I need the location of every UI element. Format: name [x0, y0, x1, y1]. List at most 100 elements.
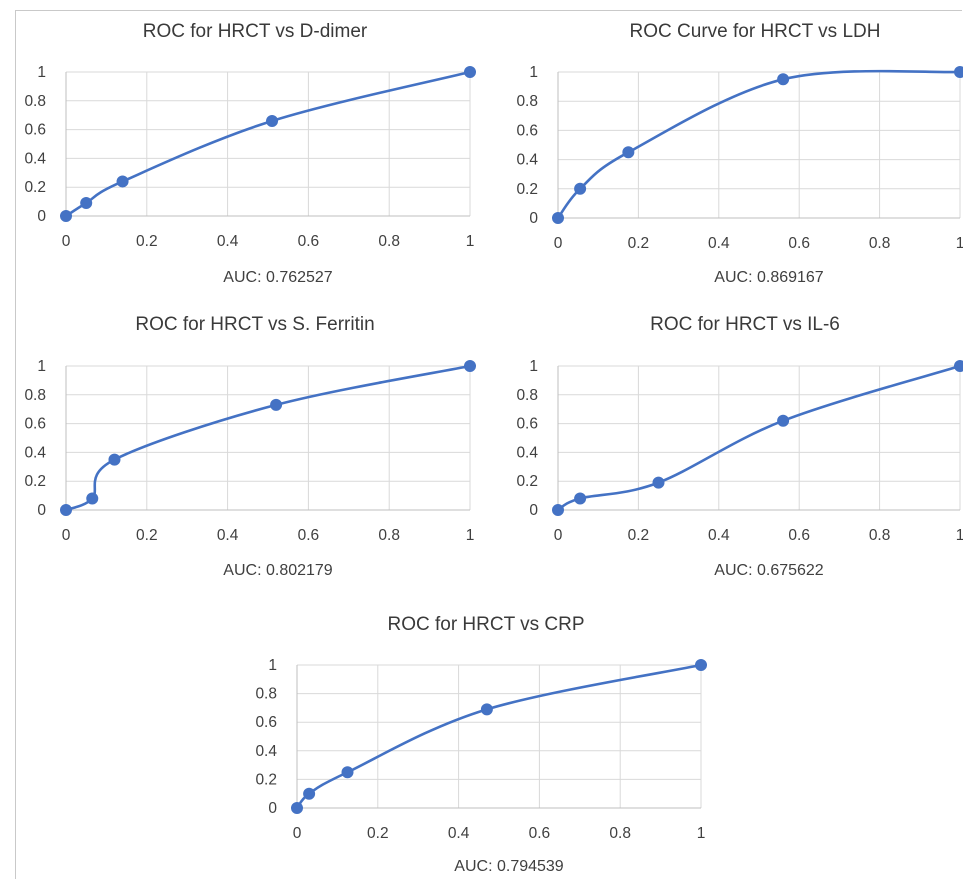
roc-data-point — [552, 212, 564, 224]
chart-title: ROC for HRCT vs CRP — [387, 614, 584, 635]
roc-data-point — [80, 197, 93, 210]
roc-chart-5: ROC for HRCT vs CRP 0 0.2 0.4 0.6 0.8 1 0 0.2 0.4… — [255, 614, 707, 875]
x-tick-label: 0.2 — [136, 233, 158, 250]
x-tick-label: 0.6 — [529, 825, 551, 842]
y-tick-label: 0.4 — [516, 444, 538, 461]
chart-title: ROC for HRCT vs D-dimer — [143, 21, 368, 42]
x-tick-label: 0 — [554, 527, 563, 544]
x-tick-label: 0.6 — [788, 527, 810, 544]
x-tick-label: 1 — [697, 825, 706, 842]
x-tick-label: 0.8 — [378, 233, 400, 250]
roc-data-point — [86, 492, 99, 505]
y-tick-label: 0.2 — [516, 181, 538, 198]
x-tick-label: 0.8 — [869, 235, 891, 252]
x-tick-label: 0.4 — [217, 233, 239, 250]
x-tick-label: 0 — [62, 233, 71, 250]
y-tick-label: 0 — [37, 208, 46, 225]
roc-curve-line — [557, 364, 961, 512]
figure-frame — [15, 10, 962, 879]
y-tick-label: 1 — [37, 64, 46, 81]
y-tick-label: 0.6 — [255, 714, 277, 731]
x-tick-label: 0.2 — [628, 527, 650, 544]
auc-label: AUC: 0.675622 — [714, 562, 824, 579]
roc-data-point — [622, 146, 635, 159]
y-tick-label: 0.6 — [516, 122, 538, 139]
roc-data-point — [291, 802, 303, 814]
auc-label: AUC: 0.794539 — [454, 858, 564, 875]
y-tick-label: 0.8 — [24, 387, 46, 404]
y-tick-label: 0.2 — [24, 473, 46, 490]
y-tick-label: 1 — [37, 358, 46, 375]
roc-data-point — [464, 66, 476, 78]
roc-data-point — [777, 414, 790, 427]
x-tick-label: 0.6 — [298, 233, 320, 250]
x-tick-label: 0 — [62, 527, 71, 544]
y-tick-label: 0.8 — [24, 93, 46, 110]
x-tick-label: 0.4 — [708, 527, 730, 544]
chart-title: ROC for HRCT vs IL-6 — [650, 314, 840, 335]
y-tick-label: 0.4 — [516, 152, 538, 169]
x-tick-label: 0.4 — [708, 235, 730, 252]
x-tick-label: 0.6 — [788, 235, 810, 252]
y-tick-label: 0.8 — [516, 93, 538, 110]
roc-curve-line — [65, 364, 471, 512]
y-tick-label: 0.4 — [255, 743, 277, 760]
y-tick-label: 0.6 — [24, 122, 46, 139]
roc-data-point — [777, 73, 790, 86]
roc-data-point — [480, 703, 493, 716]
roc-chart-2: ROC Curve for HRCT vs LDH 0 0.2 0.4 0.6 0.8 1 0… — [516, 21, 963, 286]
y-tick-label: 0 — [268, 800, 277, 817]
y-tick-label: 0.2 — [516, 473, 538, 490]
x-tick-label: 0.2 — [367, 825, 389, 842]
roc-data-point — [552, 504, 564, 516]
roc-data-point — [266, 114, 279, 127]
y-tick-label: 0 — [529, 502, 538, 519]
x-tick-label: 0.6 — [298, 527, 320, 544]
y-tick-label: 0.2 — [255, 771, 277, 788]
x-tick-label: 0.8 — [378, 527, 400, 544]
roc-chart-1: ROC for HRCT vs D-dimer 0 0.2 0.4 0.6 0.8 1 0 0.… — [24, 21, 476, 286]
auc-label: AUC: 0.762527 — [223, 269, 333, 286]
y-tick-label: 0.6 — [24, 416, 46, 433]
roc-data-point — [954, 360, 963, 372]
roc-chart-4: ROC for HRCT vs IL-6 0 0.2 0.4 0.6 0.8 1 0 0.2 0.… — [516, 314, 963, 579]
y-tick-label: 1 — [268, 657, 277, 674]
roc-data-point — [116, 175, 129, 188]
x-tick-label: 1 — [466, 233, 475, 250]
y-tick-label: 0.2 — [24, 179, 46, 196]
roc-data-point — [303, 787, 316, 800]
x-tick-label: 1 — [466, 527, 475, 544]
roc-data-point — [574, 492, 587, 505]
x-tick-label: 0.4 — [217, 527, 239, 544]
y-tick-label: 0.8 — [255, 686, 277, 703]
x-tick-label: 0.2 — [628, 235, 650, 252]
x-tick-label: 0.8 — [869, 527, 891, 544]
roc-chart-3: ROC for HRCT vs S. Ferritin 0 0.2 0.4 0.6 0.8… — [24, 314, 476, 579]
roc-curve-line — [556, 69, 961, 219]
roc-curve-line — [295, 663, 702, 809]
y-tick-label: 1 — [529, 358, 538, 375]
roc-data-point — [341, 766, 354, 779]
auc-label: AUC: 0.802179 — [223, 562, 333, 579]
x-tick-label: 0 — [293, 825, 302, 842]
chart-title: ROC Curve for HRCT vs LDH — [630, 21, 881, 42]
y-tick-label: 0 — [37, 502, 46, 519]
y-tick-label: 0.4 — [24, 444, 46, 461]
x-tick-label: 1 — [956, 527, 963, 544]
roc-data-point — [270, 398, 283, 411]
y-tick-label: 0.4 — [24, 150, 46, 167]
auc-label: AUC: 0.869167 — [714, 269, 824, 286]
y-tick-label: 1 — [529, 64, 538, 81]
x-tick-label: 1 — [956, 235, 963, 252]
x-tick-label: 0.2 — [136, 527, 158, 544]
x-tick-label: 0.8 — [609, 825, 631, 842]
roc-data-point — [695, 659, 707, 671]
chart-title: ROC for HRCT vs S. Ferritin — [135, 314, 374, 335]
x-tick-label: 0 — [554, 235, 563, 252]
roc-data-point — [954, 66, 963, 78]
y-tick-label: 0.6 — [516, 416, 538, 433]
roc-data-point — [108, 453, 121, 466]
y-tick-label: 0 — [529, 210, 538, 227]
roc-data-point — [652, 476, 665, 489]
